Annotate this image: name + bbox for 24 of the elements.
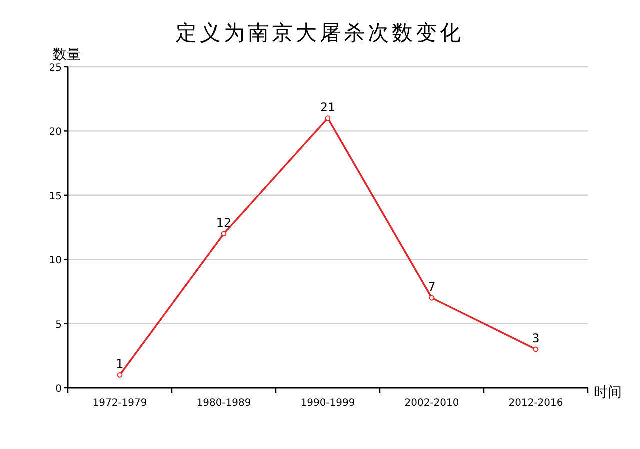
data-label: 3: [532, 331, 540, 346]
y-axis-title: 数量: [53, 47, 81, 63]
chart-title: 定义为南京大屠杀次数变化: [176, 21, 464, 45]
data-label: 12: [216, 216, 232, 230]
x-tick-label: 1972-1979: [92, 398, 148, 409]
data-label: 7: [428, 280, 436, 294]
point: [221, 231, 227, 237]
y-tick-label: 0: [56, 384, 62, 395]
data-label: 1: [116, 357, 124, 372]
y-tick-label: 10: [49, 256, 62, 267]
x-tick-label: 2002-2010: [404, 398, 460, 409]
y-tick-label: 5: [56, 320, 62, 331]
y-tick-label: 20: [49, 127, 62, 138]
x-tick-label: 1980-1989: [196, 398, 252, 409]
point: [429, 295, 435, 301]
y-tick-label: 25: [49, 63, 62, 74]
point: [533, 346, 539, 352]
point: [325, 116, 331, 122]
point: [117, 372, 123, 378]
x-axis-title: 时间: [594, 385, 622, 401]
y-tick-label: 15: [49, 191, 62, 202]
x-tick-label: 1990-1999: [300, 398, 356, 409]
x-tick-label: 2012-2016: [508, 398, 564, 409]
data-label: 21: [320, 100, 336, 114]
